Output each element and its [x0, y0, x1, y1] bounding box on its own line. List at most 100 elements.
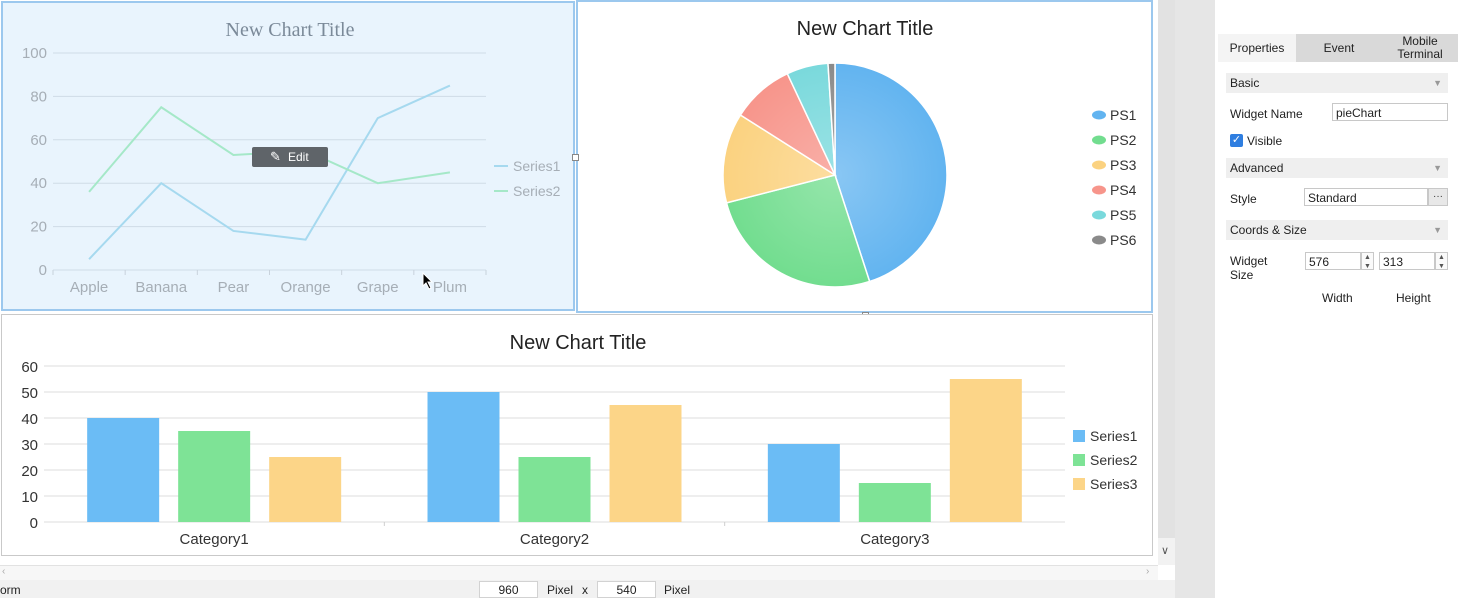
- widget-name-input[interactable]: pieChart: [1332, 103, 1448, 121]
- legend-label: PS5: [1110, 207, 1137, 223]
- width-stepper[interactable]: ▲ ▼: [1361, 252, 1374, 270]
- bar: [178, 431, 251, 522]
- y-tick-label: 10: [21, 489, 38, 506]
- collapse-icon: ▼: [1433, 163, 1442, 173]
- width-caption: Width: [1322, 291, 1353, 305]
- bar: [427, 392, 500, 522]
- visible-checkbox[interactable]: ✓: [1230, 134, 1243, 147]
- height-stepper[interactable]: ▲ ▼: [1435, 252, 1448, 270]
- y-tick-label: 80: [30, 88, 47, 105]
- stepper-down-icon[interactable]: ▼: [1364, 263, 1371, 270]
- visible-label: Visible: [1247, 134, 1283, 148]
- y-tick-label: 60: [21, 359, 38, 376]
- pie-chart-title: New Chart Title: [797, 18, 934, 40]
- scroll-right-icon[interactable]: ›: [1146, 566, 1150, 577]
- horizontal-scrollbar[interactable]: ‹ ›: [0, 565, 1158, 580]
- pie-chart: New Chart Title PS1 PS2 PS3 PS4 PS5 PS6: [722, 18, 1137, 288]
- edit-label: Edit: [288, 150, 309, 164]
- bar: [609, 405, 682, 522]
- y-tick-label: 20: [30, 219, 47, 236]
- legend-marker: [1092, 210, 1106, 220]
- legend-marker: [1073, 430, 1085, 442]
- y-tick-label: 60: [30, 132, 47, 149]
- canvas-height-input[interactable]: 540: [597, 581, 656, 598]
- series-line: [88, 84, 451, 260]
- x-tick-label: Category1: [180, 531, 249, 548]
- y-tick-label: 100: [22, 45, 47, 62]
- legend-marker: [1092, 110, 1106, 120]
- bar-chart-widget[interactable]: New Chart Title Category1 Category2 Catego…: [1, 314, 1153, 556]
- scrollbar-thumb[interactable]: [1158, 0, 1175, 538]
- style-label: Style: [1230, 192, 1257, 206]
- legend-marker: [1073, 454, 1085, 466]
- bar: [949, 379, 1022, 522]
- y-tick-label: 50: [21, 385, 38, 402]
- section-basic[interactable]: Basic ▼: [1226, 73, 1448, 93]
- x-tick-label: Banana: [135, 279, 187, 296]
- canvas-width-input[interactable]: 960: [479, 581, 538, 598]
- legend-marker: [1073, 478, 1085, 490]
- width-unit-label: Pixel: [547, 583, 574, 597]
- x-tick-label: Pear: [218, 279, 250, 296]
- line-chart-widget[interactable]: New Chart Title Apple Banana Pear Orange Gra…: [1, 1, 575, 311]
- tab-event[interactable]: Event: [1296, 34, 1382, 62]
- legend-label: Series1: [1090, 428, 1138, 444]
- resize-handle[interactable]: [572, 154, 579, 161]
- form-label: orm: [0, 583, 21, 597]
- bar: [269, 457, 342, 522]
- height-unit-label: Pixel: [664, 583, 691, 597]
- panel-gutter: [1175, 0, 1215, 598]
- bar-chart-title: New Chart Title: [510, 332, 647, 354]
- y-tick-label: 30: [21, 437, 38, 454]
- line-chart-title: New Chart Title: [226, 19, 355, 41]
- legend-label: Series2: [1090, 452, 1138, 468]
- checkmark-icon: ✓: [1231, 134, 1242, 146]
- mouse-cursor-icon: [422, 272, 434, 290]
- line-chart: New Chart Title Apple Banana Pear Orange Gra…: [22, 19, 561, 296]
- scroll-left-icon[interactable]: ‹: [2, 566, 6, 577]
- height-caption: Height: [1396, 291, 1431, 305]
- status-bar: orm 960 Pixel x 540 Pixel: [0, 580, 1175, 598]
- stepper-up-icon[interactable]: ▲: [1364, 254, 1371, 261]
- legend-label: PS1: [1110, 107, 1137, 123]
- y-tick-label: 40: [30, 175, 47, 192]
- section-advanced[interactable]: Advanced ▼: [1226, 158, 1448, 178]
- vertical-scrollbar[interactable]: ∨: [1158, 0, 1175, 565]
- bar: [767, 444, 840, 522]
- bar: [518, 457, 591, 522]
- bar: [858, 483, 931, 522]
- times-label: x: [582, 583, 588, 597]
- stepper-up-icon[interactable]: ▲: [1438, 254, 1445, 261]
- style-more-button[interactable]: ···: [1428, 188, 1448, 206]
- y-tick-label: 0: [39, 262, 47, 279]
- y-tick-label: 40: [21, 411, 38, 428]
- scroll-down-icon[interactable]: ∨: [1161, 545, 1170, 557]
- properties-panel: [1215, 0, 1458, 598]
- legend-marker: [1092, 135, 1106, 145]
- x-tick-label: Category3: [860, 531, 929, 548]
- pie-chart-widget[interactable]: New Chart Title PS1 PS2 PS3 PS4 PS5 PS6: [576, 0, 1153, 313]
- legend-marker: [1092, 160, 1106, 170]
- collapse-icon: ▼: [1433, 78, 1442, 88]
- legend-label: Series2: [513, 183, 561, 199]
- widget-name-label: Widget Name: [1230, 107, 1303, 121]
- y-tick-label: 0: [30, 515, 38, 532]
- legend-marker: [1092, 235, 1106, 245]
- collapse-icon: ▼: [1433, 225, 1442, 235]
- tab-properties[interactable]: Properties: [1218, 34, 1296, 62]
- edit-icon: ✎: [270, 149, 281, 164]
- tab-mobile-terminal[interactable]: Mobile Terminal: [1382, 34, 1458, 62]
- edit-button[interactable]: ✎ Edit: [252, 147, 328, 167]
- bar: [87, 418, 160, 522]
- height-input[interactable]: 313: [1379, 252, 1435, 270]
- width-input[interactable]: 576: [1305, 252, 1361, 270]
- widget-size-label: Widget Size: [1230, 254, 1268, 282]
- stepper-down-icon[interactable]: ▼: [1438, 263, 1445, 270]
- x-tick-label: Grape: [357, 279, 399, 296]
- legend-label: PS4: [1110, 182, 1137, 198]
- style-input[interactable]: Standard: [1304, 188, 1428, 206]
- x-tick-label: Apple: [70, 279, 108, 296]
- x-tick-label: Orange: [281, 279, 331, 296]
- section-coords-size[interactable]: Coords & Size ▼: [1226, 220, 1448, 240]
- legend-label: PS6: [1110, 232, 1137, 248]
